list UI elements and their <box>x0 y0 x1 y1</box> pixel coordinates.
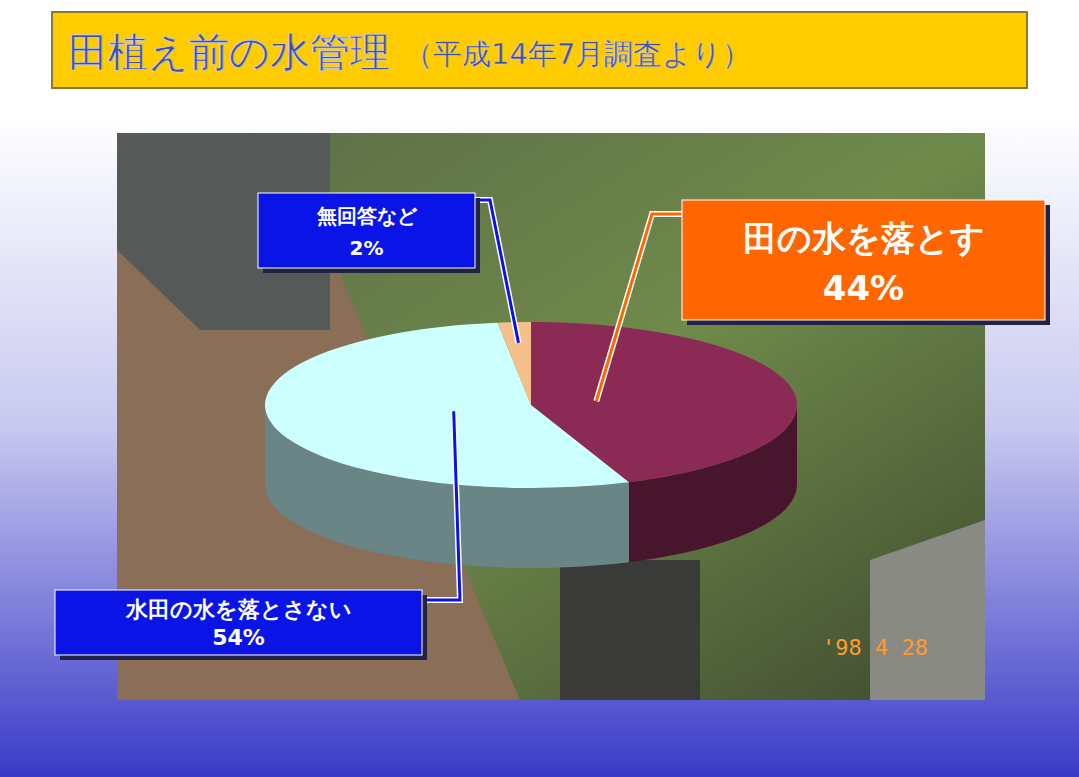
label-box <box>682 200 1045 320</box>
photo-gate <box>560 560 700 700</box>
label-box <box>55 590 422 655</box>
leader-line <box>422 411 460 600</box>
leader-line <box>475 200 518 343</box>
pie <box>265 322 797 568</box>
slice <box>265 323 629 488</box>
leader-halo <box>596 214 682 401</box>
slice-label: 水田の水を落とさない <box>125 597 352 622</box>
photo-concrete <box>870 520 985 700</box>
labels: 田の水を落とす 44% 水田の水を落とさない 54% 無回答など 2% <box>55 193 1050 660</box>
data-label: 44% <box>823 268 904 308</box>
date-stamp: '98 4 28 <box>822 635 928 660</box>
title-band <box>52 12 1027 88</box>
data-label: 54% <box>212 625 265 650</box>
photo: '98 4 28 <box>117 133 985 700</box>
label-box <box>258 193 475 268</box>
slice-label: 田の水を落とす <box>743 218 985 258</box>
leader-halo <box>422 411 460 600</box>
title: 田植え前の水管理 <box>68 29 390 75</box>
slice-label: 無回答など <box>316 204 418 228</box>
data-label: 2% <box>350 236 384 260</box>
photo-ground <box>117 133 985 700</box>
leader-halo <box>475 200 518 343</box>
subtitle: （平成14年7月調査より） <box>404 37 751 71</box>
chart: 田植え前の水管理 （平成14年7月調査より） '98 4 28 田の水を落とす 44% 水… <box>0 0 1079 777</box>
leader-line <box>596 214 682 401</box>
